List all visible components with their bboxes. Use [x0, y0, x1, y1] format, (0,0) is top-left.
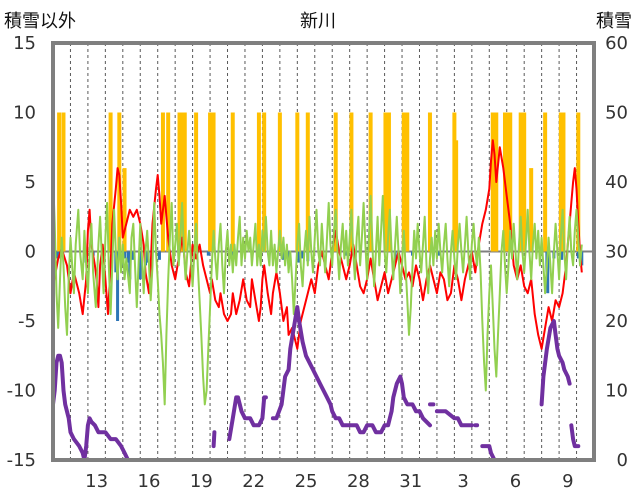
left-axis-label: 積雪以外 [4, 11, 76, 32]
snowfall-bar [211, 112, 216, 252]
right-y-tick-label: 40 [605, 172, 628, 193]
x-tick-label: 9 [562, 471, 573, 492]
precipitation-bar [157, 251, 161, 260]
snowfall-bar [529, 168, 534, 252]
left-y-tick-label: -10 [7, 381, 36, 402]
snowfall-bar [295, 112, 300, 252]
snowfall-bar [166, 112, 171, 252]
snow-depth-line [539, 319, 572, 407]
precipitation-bar [281, 251, 285, 260]
right-y-tick-label: 10 [605, 381, 628, 402]
snowfall-bar [561, 112, 566, 252]
precipitation-bar [580, 251, 584, 266]
snow-depth-line [211, 430, 217, 449]
right-axis-label: 積雪 [596, 11, 632, 32]
snowfall-bar [576, 112, 581, 252]
left-y-ticks: 15 10 5 0 -5 -10 -15 [7, 33, 36, 471]
snowfall-bar [349, 112, 354, 252]
precipitation-bar [287, 251, 291, 260]
snowfall-bar [558, 112, 563, 252]
snow-depth-line [480, 444, 535, 462]
plot-frame [51, 41, 596, 462]
precipitation-bar [116, 251, 120, 321]
series-lines [51, 139, 583, 462]
snowfall-bar [230, 112, 235, 252]
snowfall-bar [256, 112, 261, 252]
sunshine-line [52, 174, 583, 406]
snowfall-bar [427, 112, 432, 252]
snow-depth-line [227, 395, 268, 442]
right-y-tick-label: 0 [617, 450, 628, 471]
snowfall-bar [405, 112, 410, 252]
left-y-tick-label: 10 [13, 103, 36, 124]
snowfall-bar [383, 112, 388, 252]
snowfall-bar [490, 112, 495, 252]
snowfall-bar [182, 112, 187, 252]
precipitation-bar [231, 251, 235, 256]
snowfall-bar [177, 112, 182, 252]
snowfall-bar [194, 112, 199, 252]
precipitation-bar [126, 251, 130, 263]
snow-depth-line [270, 305, 432, 435]
snowfall-bar [208, 112, 213, 252]
snowfall-bar [277, 112, 282, 252]
x-tick-label: 28 [347, 471, 370, 492]
chart-title: 新川 [300, 11, 336, 32]
snowfall-bar [262, 112, 267, 252]
snowfall-bars [57, 112, 581, 252]
right-y-tick-label: 60 [605, 33, 628, 54]
x-tick-label: 25 [295, 471, 318, 492]
snowfall-bar [508, 112, 513, 252]
left-y-tick-label: 0 [25, 242, 36, 263]
precipitation-bar [138, 251, 142, 280]
x-tick-label: 31 [399, 471, 422, 492]
snow-depth-line [51, 353, 213, 462]
precipitation-bar [576, 251, 580, 259]
x-tick-label: 19 [190, 471, 213, 492]
precipitation-bar [560, 251, 564, 260]
snowfall-bar [333, 112, 338, 252]
snowfall-bar [108, 112, 113, 252]
snowfall-bar [368, 112, 373, 252]
x-tick-label: 22 [242, 471, 265, 492]
left-y-tick-label: -15 [7, 450, 36, 471]
x-ticks: 13 16 19 22 25 28 31 3 6 9 [85, 471, 573, 492]
precipitation-bar [123, 251, 127, 259]
precipitation-bar [297, 251, 301, 263]
snow-depth-line [434, 409, 474, 428]
precipitation-bar [301, 251, 305, 259]
snowfall-bar [518, 112, 523, 252]
snowfall-bar [522, 112, 527, 252]
snowfall-bar [401, 112, 406, 252]
x-tick-label: 13 [85, 471, 108, 492]
precipitation-bar [344, 251, 348, 256]
precipitation-bar [437, 251, 441, 256]
precipitation-bar [130, 251, 134, 260]
x-tick-label: 3 [457, 471, 468, 492]
right-y-tick-label: 20 [605, 311, 628, 332]
snow-depth-line [569, 423, 581, 449]
snowfall-bar [61, 112, 66, 252]
left-y-tick-label: 5 [25, 172, 36, 193]
snowfall-bar [57, 112, 62, 252]
precipitation-bar [206, 251, 210, 256]
x-tick-label: 6 [510, 471, 521, 492]
right-y-tick-label: 50 [605, 103, 628, 124]
snowfall-bar [505, 112, 510, 252]
temperature-line [52, 139, 583, 350]
precipitation-bar [546, 251, 550, 294]
snowfall-bar [160, 112, 165, 252]
right-y-tick-label: 30 [605, 242, 628, 263]
snowfall-bar [543, 112, 548, 252]
snowfall-bar [305, 112, 310, 252]
x-tick-label: 16 [138, 471, 161, 492]
snowfall-bar [386, 112, 391, 252]
snowfall-bar [122, 168, 127, 252]
left-y-tick-label: -5 [18, 311, 36, 332]
snowfall-bar [454, 140, 459, 252]
right-y-ticks: 60 50 40 30 20 10 0 [605, 33, 628, 471]
left-y-tick-label: 15 [13, 33, 36, 54]
snowfall-bar [180, 112, 185, 252]
